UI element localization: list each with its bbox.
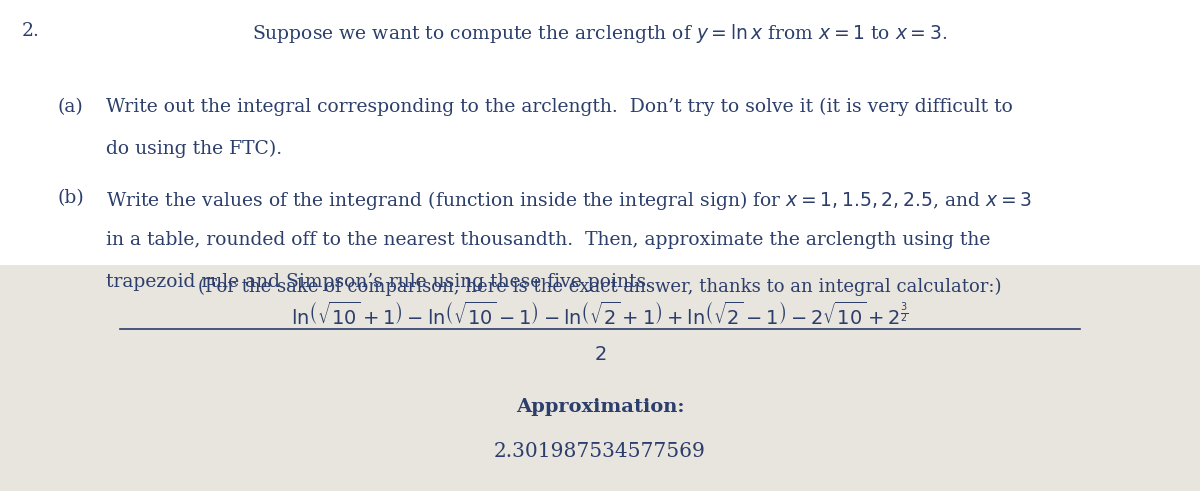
Text: $2$: $2$ bbox=[594, 346, 606, 364]
Text: (For the sake of comparison, here is the exact answer, thanks to an integral cal: (For the sake of comparison, here is the… bbox=[198, 277, 1002, 296]
Text: (b): (b) bbox=[58, 189, 84, 207]
Text: $\ln\!\left(\sqrt{10}+1\right) - \ln\!\left(\sqrt{10}-1\right) - \ln\!\left(\sqr: $\ln\!\left(\sqrt{10}+1\right) - \ln\!\l… bbox=[292, 301, 908, 329]
Text: Write out the integral corresponding to the arclength.  Don’t try to solve it (i: Write out the integral corresponding to … bbox=[106, 98, 1013, 116]
Text: Suppose we want to compute the arclength of $y = \ln x$ from $x = 1$ to $x = 3$.: Suppose we want to compute the arclength… bbox=[252, 22, 948, 45]
Text: in a table, rounded off to the nearest thousandth.  Then, approximate the arclen: in a table, rounded off to the nearest t… bbox=[106, 231, 990, 249]
Text: (a): (a) bbox=[58, 98, 83, 116]
Text: do using the FTC).: do using the FTC). bbox=[106, 140, 282, 158]
Text: trapezoid rule and Simpson’s rule using these five points.: trapezoid rule and Simpson’s rule using … bbox=[106, 273, 652, 291]
Text: Approximation:: Approximation: bbox=[516, 398, 684, 416]
Text: 2.: 2. bbox=[22, 22, 40, 40]
Text: 2.301987534577569: 2.301987534577569 bbox=[494, 442, 706, 461]
Text: Write the values of the integrand (function inside the integral sign) for $x = 1: Write the values of the integrand (funct… bbox=[106, 189, 1032, 212]
FancyBboxPatch shape bbox=[0, 265, 1200, 491]
